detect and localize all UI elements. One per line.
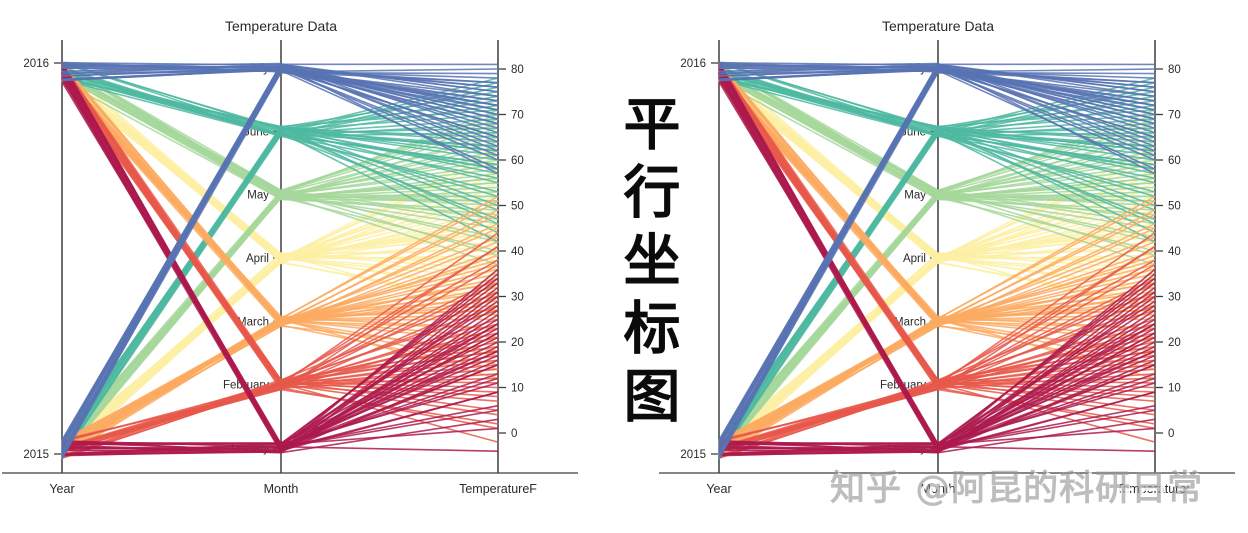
year-tick-label: 2015 (680, 449, 706, 461)
data-line-May-2016 (61, 69, 499, 198)
data-line-March-2016 (61, 81, 499, 320)
data-line-March-2016 (718, 76, 1156, 324)
data-line-February-2016 (61, 78, 499, 383)
data-line-February-2016 (61, 64, 499, 386)
data-line-July-2016 (718, 63, 1156, 98)
temp-tick-label: 30 (1168, 292, 1181, 304)
month-tick-label: April (246, 253, 269, 265)
data-line-July-2016 (61, 63, 499, 79)
data-line-May-2016 (718, 80, 1156, 201)
data-line-June-2016 (61, 73, 499, 148)
data-line-June-2016 (61, 76, 499, 133)
watermark: 知乎 @阿昆的科研日常 (830, 469, 1204, 509)
data-line-January-2016 (61, 81, 499, 446)
month-tick-label: May (904, 190, 926, 202)
temp-tick-label: 40 (1168, 246, 1181, 258)
data-line-May-2016 (61, 80, 499, 201)
data-line-February-2016 (718, 78, 1156, 383)
data-line-July-2016 (61, 61, 499, 93)
data-line-January-2016 (718, 68, 1156, 449)
month-tick-label: May (247, 190, 269, 202)
temp-tick-label: 60 (1168, 155, 1181, 167)
data-line-July-2016 (718, 69, 1156, 84)
data-line-June-2016 (61, 68, 499, 166)
temperature-axis-label: TemperatureF (459, 482, 537, 496)
data-line-July-2016 (718, 68, 1156, 107)
temp-tick-label: 60 (511, 155, 524, 167)
month-axis-label: Month (264, 482, 299, 496)
temp-tick-label: 0 (511, 428, 517, 440)
temp-tick-label: 30 (511, 292, 524, 304)
data-line-June-2016 (61, 62, 499, 152)
year-tick-label: 2016 (680, 58, 706, 70)
month-tick-label: March (237, 316, 269, 328)
parallel-plot-left: 20162015JulyJuneMayAprilMarchFebruaryJan… (2, 18, 578, 496)
chart-title: Temperature Data (225, 18, 337, 34)
month-tick-label: April (903, 253, 926, 265)
data-line-July-2016 (61, 65, 499, 148)
data-line-May-2016 (718, 62, 1156, 199)
data-line-June-2016 (718, 62, 1156, 152)
data-line-January-2016 (718, 81, 1156, 446)
temp-tick-label: 10 (1168, 383, 1181, 395)
temperature-axis-label: TemperatureF (1116, 482, 1194, 496)
data-line-May-2016 (718, 69, 1156, 198)
chart-title: Temperature Data (882, 18, 994, 34)
data-line-July-2016 (61, 68, 499, 107)
data-line-March-2016 (61, 81, 499, 327)
temp-tick-label: 70 (511, 110, 524, 122)
data-line-May-2016 (718, 76, 1156, 198)
data-line-March-2016 (718, 81, 1156, 320)
data-line-March-2016 (718, 75, 1156, 318)
data-line-January-2016 (61, 68, 499, 449)
temp-tick-label: 80 (511, 64, 524, 76)
calligraphy-caption: 平行坐标图 (614, 94, 681, 434)
temp-tick-label: 80 (1168, 64, 1181, 76)
parallel-plot-right: 20162015JulyJuneMayAprilMarchFebruaryJan… (659, 18, 1235, 496)
temp-tick-label: 40 (511, 246, 524, 258)
data-line-June-2016 (718, 68, 1156, 166)
data-line-March-2016 (61, 76, 499, 324)
temp-tick-label: 20 (1168, 337, 1181, 349)
year-tick-label: 2015 (23, 449, 49, 461)
data-line-July-2016 (61, 61, 499, 73)
temp-tick-label: 10 (511, 383, 524, 395)
temp-tick-label: 50 (1168, 201, 1181, 213)
data-line-February-2016 (718, 69, 1156, 381)
data-line-July-2016 (61, 69, 499, 84)
data-line-February-2016 (61, 69, 499, 381)
data-line-January-2016 (718, 76, 1156, 451)
year-axis-label: Year (706, 482, 731, 496)
data-line-February-2016 (718, 64, 1156, 386)
data-line-March-2016 (718, 81, 1156, 327)
data-line-June-2016 (718, 73, 1156, 148)
year-tick-label: 2016 (23, 58, 49, 70)
data-line-January-2016 (61, 76, 499, 451)
temp-tick-label: 0 (1168, 428, 1174, 440)
year-axis-label: Year (49, 482, 74, 496)
data-line-March-2016 (61, 75, 499, 318)
temp-tick-label: 70 (1168, 110, 1181, 122)
month-tick-label: March (894, 316, 926, 328)
data-line-May-2016 (61, 76, 499, 198)
data-line-June-2016 (718, 76, 1156, 133)
data-line-July-2016 (718, 63, 1156, 79)
data-line-July-2016 (61, 63, 499, 98)
data-line-July-2016 (718, 65, 1156, 148)
temp-tick-label: 50 (511, 201, 524, 213)
data-line-July-2016 (718, 61, 1156, 73)
month-axis-label: Month (921, 482, 956, 496)
data-line-July-2016 (718, 61, 1156, 93)
temp-tick-label: 20 (511, 337, 524, 349)
data-line-May-2016 (61, 62, 499, 199)
